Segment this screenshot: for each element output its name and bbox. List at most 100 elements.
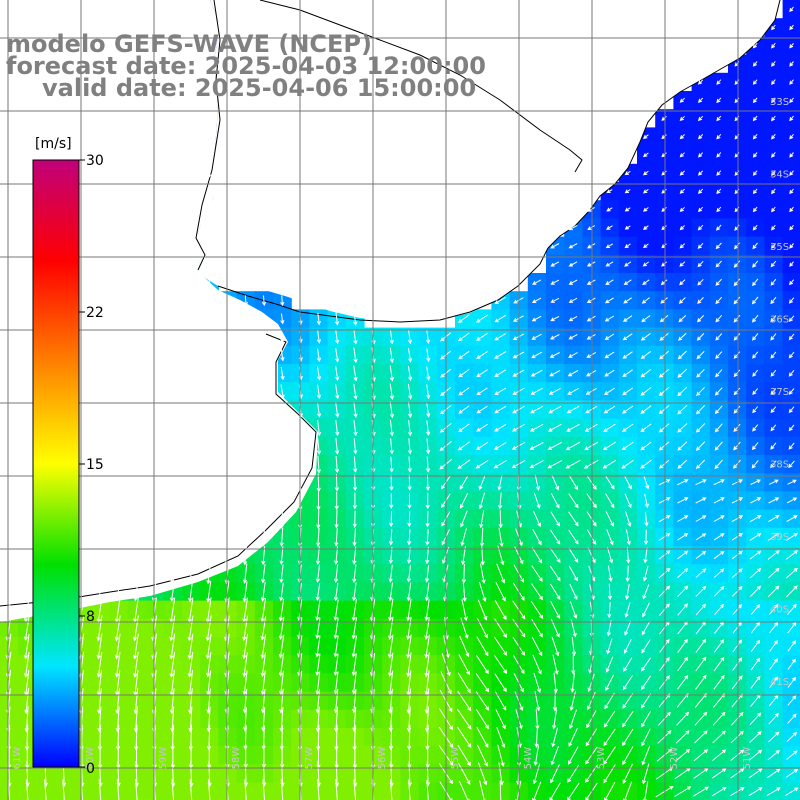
wind-arrow [714, 459, 723, 470]
wind-arrow [262, 779, 265, 800]
wind-arrow [658, 459, 670, 469]
wind-arrow [640, 387, 652, 396]
wind-arrow [771, 188, 776, 195]
wind-arrow [603, 710, 616, 728]
wind-arrow [406, 616, 412, 641]
wind-arrow [568, 475, 579, 491]
wind-arrow [476, 726, 489, 748]
wind-arrow [244, 402, 249, 418]
wind-arrow [644, 511, 649, 527]
wind-arrow [461, 599, 468, 622]
wind-arrow [116, 474, 121, 491]
wind-arrow [642, 207, 649, 212]
wind-arrow [389, 456, 394, 473]
wind-arrow [116, 401, 122, 419]
wind-arrow [407, 456, 412, 473]
wind-arrow [731, 568, 743, 578]
lon-label: 57W [304, 747, 315, 770]
wind-arrow [789, 115, 794, 122]
wind-arrow [695, 603, 706, 616]
wind-arrow [206, 563, 211, 585]
wind-arrow [388, 547, 393, 565]
wind-arrow [531, 547, 543, 564]
wind-arrow [494, 599, 507, 621]
wind-arrow [603, 746, 616, 765]
wind-arrow [769, 658, 779, 670]
wind-arrow [115, 582, 120, 602]
wind-arrow [641, 710, 652, 728]
wind-arrow [25, 223, 30, 233]
wind-arrow [171, 348, 176, 363]
wind-arrow [479, 510, 485, 529]
wind-arrow [25, 258, 30, 271]
wind-arrow [476, 350, 488, 359]
wind-arrow [677, 674, 689, 690]
wind-arrow [134, 239, 139, 253]
wind-arrow [407, 493, 412, 509]
wind-arrow [406, 652, 412, 678]
wind-arrow [768, 515, 780, 523]
wind-arrow [477, 762, 488, 786]
wind-arrow [605, 656, 614, 673]
wind-arrow [733, 333, 741, 341]
wind-arrow [134, 438, 140, 455]
wind-arrow [733, 441, 741, 451]
wind-arrow [752, 333, 759, 341]
wind-arrow [677, 533, 689, 541]
wind-arrow [260, 652, 266, 678]
wind-arrow [697, 188, 704, 194]
wind-arrow [625, 529, 631, 546]
wind-arrow [353, 365, 358, 382]
wind-arrow [116, 420, 121, 437]
wind-arrow [335, 384, 340, 400]
wind-arrow [787, 640, 797, 652]
wind-arrow [334, 456, 340, 474]
wind-arrow [604, 369, 615, 377]
wind-arrow [532, 781, 542, 800]
wind-arrow [623, 657, 633, 672]
wind-arrow [115, 564, 120, 583]
wind-arrow [714, 441, 723, 451]
wind-arrow [716, 152, 722, 158]
lon-label: 55W [450, 747, 461, 770]
wind-arrow [750, 675, 761, 689]
wind-arrow [714, 603, 724, 616]
wind-arrow [243, 492, 248, 510]
wind-arrow [476, 369, 488, 378]
wind-arrow [170, 563, 175, 584]
wind-arrow [713, 515, 725, 522]
wind-arrow [407, 474, 412, 491]
wind-arrow [426, 438, 431, 455]
lon-label: 54W [523, 747, 534, 770]
wind-arrow [189, 348, 194, 363]
wind-arrow [333, 599, 339, 621]
wind-arrow [317, 366, 322, 381]
wind-arrow [134, 348, 140, 363]
coastline [0, 333, 317, 607]
wind-arrow [207, 779, 211, 800]
wind-arrow [624, 475, 632, 490]
wind-arrow [116, 348, 121, 363]
wind-arrow [731, 479, 744, 486]
wind-arrow [770, 351, 777, 359]
wind-arrow [549, 565, 561, 582]
latitude-labels: 33S 34S 35S 36S 37S 38S 39S 40S 41S [770, 97, 789, 688]
wind-arrow [695, 459, 706, 469]
wind-arrow [116, 133, 121, 141]
wind-arrow [170, 60, 176, 68]
wind-arrow [697, 297, 704, 304]
wind-arrow [171, 421, 176, 436]
wind-arrow [752, 152, 758, 158]
wind-arrow [495, 709, 506, 730]
wind-arrow [531, 636, 543, 657]
wind-arrow [188, 24, 194, 32]
wind-arrow [497, 474, 503, 491]
wind-arrow [532, 529, 542, 546]
wind-arrow [116, 312, 121, 326]
wind-arrow [497, 744, 505, 767]
wind-arrow [568, 224, 578, 231]
wind-arrow [353, 420, 358, 437]
wind-arrow [750, 497, 762, 504]
wind-arrow [656, 748, 673, 762]
wind-arrow [207, 366, 212, 381]
